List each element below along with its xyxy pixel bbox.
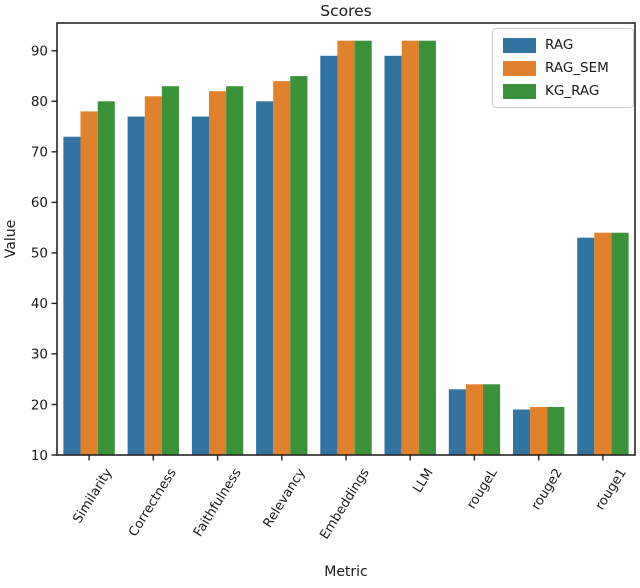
y-tick-label: 40 [31, 296, 48, 312]
legend-swatch-rag [503, 37, 536, 53]
y-tick-label: 20 [31, 397, 48, 413]
bar-similarity-rag-sem [80, 111, 98, 456]
bar-embeddings-rag-sem [337, 40, 355, 455]
bar-relevancy-rag-sem [273, 81, 291, 455]
y-tick-label: 30 [31, 347, 48, 363]
legend-item-rag: RAG [503, 37, 623, 53]
bar-rouge1-rag-sem [594, 232, 612, 455]
legend-item-rag-sem: RAG_SEM [503, 60, 623, 76]
bar-correctness-rag-sem [144, 96, 162, 456]
legend-swatch-kg-rag [503, 83, 536, 99]
bar-faithfulness-rag [191, 116, 210, 455]
legend-label-rag: RAG [545, 37, 574, 53]
bar-rougel-rag [448, 389, 466, 455]
bar-faithfulness-rag-sem [209, 91, 227, 455]
x-axis-label: Metric [324, 564, 368, 580]
y-tick-label: 90 [31, 44, 48, 60]
bar-rouge2-kg-rag [547, 407, 565, 455]
bar-relevancy-kg-rag [290, 76, 308, 455]
bar-rougel-kg-rag [483, 384, 501, 455]
y-tick-label: 10 [31, 448, 48, 464]
legend-label-kg-rag: KG_RAG [545, 83, 600, 99]
y-tick-label: 70 [31, 145, 48, 161]
bar-embeddings-kg-rag [354, 40, 372, 455]
legend-label-rag-sem: RAG_SEM [545, 60, 609, 76]
axes-frame [56, 22, 636, 456]
legend: RAG RAG_SEM KG_RAG [492, 28, 634, 108]
y-tick-label: 60 [31, 195, 48, 211]
bar-rouge1-rag [577, 237, 595, 455]
bar-correctness-kg-rag [161, 86, 180, 455]
bar-llm-rag-sem [401, 40, 419, 455]
legend-item-kg-rag: KG_RAG [503, 83, 623, 99]
bar-rougel-rag-sem [465, 384, 484, 455]
bar-correctness-rag [127, 116, 145, 455]
bar-similarity-rag [63, 136, 81, 455]
bar-rouge2-rag [513, 409, 531, 455]
bar-rouge2-rag-sem [530, 407, 548, 455]
bar-rouge1-kg-rag [611, 232, 629, 455]
bar-embeddings-rag [320, 55, 338, 456]
bar-faithfulness-kg-rag [226, 86, 244, 455]
y-tick-label: 50 [31, 246, 48, 262]
y-axis-label: Value [3, 219, 19, 259]
bar-llm-rag [384, 55, 402, 456]
bar-relevancy-rag [256, 101, 274, 456]
y-tick-label: 80 [31, 94, 48, 110]
bar-llm-kg-rag [418, 40, 436, 455]
chart-title: Scores [320, 2, 372, 20]
legend-swatch-rag-sem [503, 60, 536, 76]
bar-similarity-kg-rag [97, 101, 115, 456]
